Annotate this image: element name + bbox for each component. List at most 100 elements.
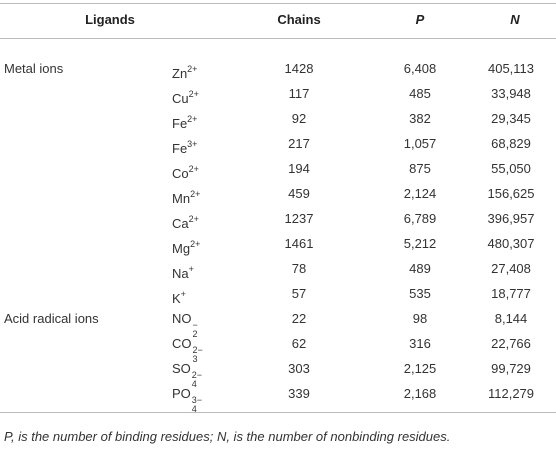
ligand-base: K bbox=[172, 291, 181, 306]
top-rule bbox=[0, 3, 556, 4]
p-cell: 2,168 bbox=[403, 386, 437, 401]
n-cell: 27,408 bbox=[491, 261, 531, 276]
n-cell: 33,948 bbox=[491, 86, 531, 101]
ligand-charge: 2− 3 bbox=[193, 346, 203, 364]
n-cell: 480,307 bbox=[487, 236, 535, 251]
column-header: N bbox=[510, 12, 520, 27]
n-cell: 55,050 bbox=[491, 161, 531, 176]
ligand-base: PO bbox=[172, 386, 191, 401]
header-rule bbox=[0, 38, 556, 39]
ligand-sup: 3− bbox=[191, 395, 203, 405]
chains-cell: 1461 bbox=[284, 236, 314, 251]
chains-cell: 339 bbox=[288, 386, 310, 401]
ligand: K+ bbox=[172, 286, 186, 307]
n-cell: 68,829 bbox=[491, 136, 531, 151]
ligand: CO 2− 3 bbox=[172, 336, 203, 364]
ligand: PO 3− 4 bbox=[172, 386, 202, 414]
ligand-charge: 2− 4 bbox=[192, 371, 202, 389]
ligand-base: CO bbox=[172, 336, 192, 351]
ligand-sup: 2− bbox=[192, 345, 203, 355]
n-cell: 396,957 bbox=[487, 211, 535, 226]
p-cell: 489 bbox=[409, 261, 431, 276]
ligand-base: SO bbox=[172, 361, 191, 376]
bottom-rule bbox=[0, 412, 556, 413]
ligand-base: Na bbox=[172, 266, 189, 281]
n-cell: 29,345 bbox=[491, 111, 531, 126]
chains-cell: 78 bbox=[291, 261, 307, 276]
n-cell: 99,729 bbox=[491, 361, 531, 376]
ligand: Mg2+ bbox=[172, 236, 200, 257]
ligand-base: Co bbox=[172, 166, 189, 181]
n-cell: 8,144 bbox=[494, 311, 528, 326]
ligand-sup: 2+ bbox=[190, 189, 201, 199]
ligand-sup: 2+ bbox=[188, 89, 199, 99]
chains-cell: 1428 bbox=[284, 61, 314, 76]
ligand: Zn2+ bbox=[172, 61, 197, 82]
column-header: P bbox=[415, 12, 425, 27]
n-cell: 112,279 bbox=[487, 386, 535, 401]
column-header: Chains bbox=[277, 12, 321, 27]
ligand-sup: 2+ bbox=[188, 164, 199, 174]
column-header: Ligands bbox=[85, 12, 135, 27]
ligand-sup: 2+ bbox=[188, 214, 199, 224]
chains-cell: 57 bbox=[291, 286, 307, 301]
p-cell: 2,125 bbox=[403, 361, 437, 376]
chains-cell: 303 bbox=[288, 361, 310, 376]
ligand-base: Ca bbox=[172, 216, 189, 231]
ligand: Co2+ bbox=[172, 161, 199, 182]
p-cell: 485 bbox=[409, 86, 431, 101]
chains-cell: 62 bbox=[291, 336, 307, 351]
p-cell: 316 bbox=[409, 336, 431, 351]
ligand-base: Mg bbox=[172, 241, 191, 256]
chains-cell: 1237 bbox=[284, 211, 314, 226]
group-label: Acid radical ions bbox=[4, 311, 99, 326]
ligand-sup: − bbox=[192, 320, 198, 330]
p-cell: 535 bbox=[409, 286, 431, 301]
p-cell: 382 bbox=[409, 111, 431, 126]
ligand: SO 2− 4 bbox=[172, 361, 202, 389]
ligand-base: NO bbox=[172, 311, 192, 326]
group-label: Metal ions bbox=[4, 61, 64, 76]
ligand: NO −2 bbox=[172, 311, 198, 339]
ligand: Ca2+ bbox=[172, 211, 199, 232]
n-cell: 405,113 bbox=[487, 61, 535, 76]
ligand: Na+ bbox=[172, 261, 194, 282]
footnote: P, is the number of binding residues; N,… bbox=[4, 429, 451, 444]
ligand: Cu2+ bbox=[172, 86, 199, 107]
ligand-sup: 3+ bbox=[187, 139, 198, 149]
ligand: Fe3+ bbox=[172, 136, 197, 157]
p-cell: 6,789 bbox=[403, 211, 437, 226]
ligand-sup: 2+ bbox=[190, 239, 201, 249]
ligand-sub: 2 bbox=[192, 329, 198, 339]
ligand-sup: 2− bbox=[191, 370, 203, 380]
chains-cell: 22 bbox=[291, 311, 307, 326]
p-cell: 875 bbox=[409, 161, 431, 176]
ligand-base: Zn bbox=[172, 66, 188, 81]
chains-cell: 459 bbox=[288, 186, 310, 201]
ligand-base: Cu bbox=[172, 91, 189, 106]
p-cell: 2,124 bbox=[403, 186, 437, 201]
p-cell: 98 bbox=[412, 311, 428, 326]
ligand: Mn2+ bbox=[172, 186, 200, 207]
ligand-sub: 4 bbox=[191, 404, 197, 414]
p-cell: 5,212 bbox=[403, 236, 437, 251]
ligand-sup: + bbox=[188, 264, 194, 274]
ligand-sup: 2+ bbox=[187, 114, 198, 124]
p-cell: 1,057 bbox=[403, 136, 437, 151]
n-cell: 18,777 bbox=[491, 286, 531, 301]
ligand-sub: 4 bbox=[191, 379, 197, 389]
ligand-charge: −2 bbox=[193, 321, 198, 339]
ligand-base: Fe bbox=[172, 141, 188, 156]
ligand: Fe2+ bbox=[172, 111, 197, 132]
ligand-sub: 3 bbox=[192, 354, 198, 364]
ligand-base: Mn bbox=[172, 191, 191, 206]
p-cell: 6,408 bbox=[403, 61, 437, 76]
n-cell: 22,766 bbox=[491, 336, 531, 351]
chains-cell: 194 bbox=[288, 161, 310, 176]
chains-cell: 92 bbox=[291, 111, 307, 126]
ligand-base: Fe bbox=[172, 116, 188, 131]
chains-cell: 217 bbox=[288, 136, 310, 151]
ligand-charge: 3− 4 bbox=[192, 396, 202, 414]
ligand-sup: + bbox=[180, 289, 186, 299]
